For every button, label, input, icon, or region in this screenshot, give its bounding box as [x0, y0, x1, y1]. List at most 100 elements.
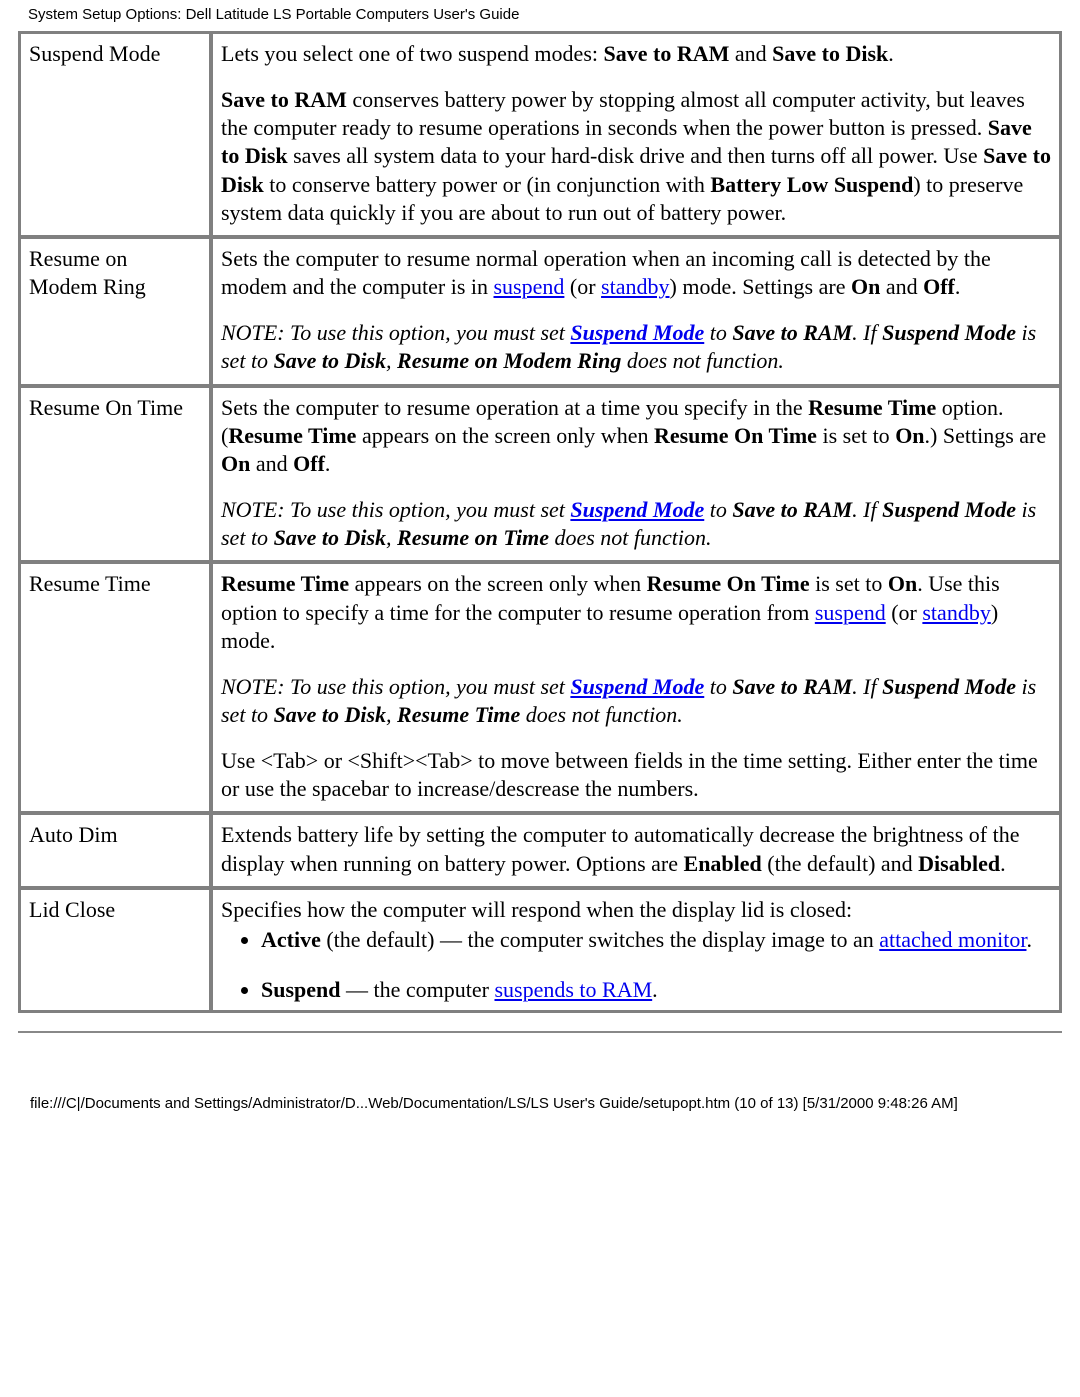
option-desc: Specifies how the computer will respond … — [212, 889, 1060, 1011]
desc-paragraph: Resume Time appears on the screen only w… — [221, 570, 1051, 654]
text-bold: Save to Disk — [772, 41, 888, 66]
text-italic: does not function. — [520, 702, 683, 727]
text-bolditalic: Resume on Time — [397, 525, 549, 550]
suspend-link[interactable]: suspend — [494, 274, 565, 299]
table-row: Resume On Time Sets the computer to resu… — [20, 387, 1060, 562]
text: (or — [886, 600, 923, 625]
text: (or — [564, 274, 601, 299]
text: is set to — [817, 423, 895, 448]
desc-paragraph: Specifies how the computer will respond … — [221, 896, 1051, 924]
text: . — [325, 451, 331, 476]
text-bold: Battery Low Suspend — [710, 172, 913, 197]
desc-paragraph: Sets the computer to resume operation at… — [221, 394, 1051, 478]
attached-monitor-link[interactable]: attached monitor — [879, 927, 1026, 952]
note-paragraph: NOTE: To use this option, you must set S… — [221, 319, 1051, 375]
option-desc: Lets you select one of two suspend modes… — [212, 33, 1060, 236]
option-label: Resume Time — [20, 563, 210, 812]
desc-paragraph: Extends battery life by setting the comp… — [221, 821, 1051, 877]
text: appears on the screen only when — [349, 571, 647, 596]
page-header: System Setup Options: Dell Latitude LS P… — [18, 0, 1062, 31]
list-item: Active (the default) — the computer swit… — [261, 926, 1051, 954]
text-italic: , — [386, 348, 397, 373]
standby-link[interactable]: standby — [922, 600, 990, 625]
note-paragraph: NOTE: To use this option, you must set S… — [221, 496, 1051, 552]
text: and — [880, 274, 923, 299]
text-italic: NOTE: To use this option, you must set — [221, 320, 570, 345]
text-italic: to — [704, 320, 732, 345]
text-italic: NOTE: To use this option, you must set — [221, 674, 570, 699]
text: — the computer — [341, 977, 495, 1002]
text-bolditalic: Resume on Modem Ring — [397, 348, 621, 373]
text: and — [729, 41, 772, 66]
text-bold: On — [221, 451, 250, 476]
text-bold: Resume Time — [808, 395, 936, 420]
list-item: Suspend — the computer suspends to RAM. — [261, 976, 1051, 1004]
text-bold: Off — [923, 274, 955, 299]
text-bold: Active — [261, 927, 321, 952]
option-label: Auto Dim — [20, 814, 210, 886]
option-label: Suspend Mode — [20, 33, 210, 236]
text-italic: does not function. — [549, 525, 712, 550]
text-bold: On — [851, 274, 880, 299]
text: saves all system data to your hard-disk … — [288, 143, 984, 168]
text-bolditalic: Save to RAM — [732, 674, 852, 699]
text-bolditalic: Save to RAM — [732, 320, 852, 345]
text: to conserve battery power or (in conjunc… — [264, 172, 711, 197]
desc-paragraph: Use <Tab> or <Shift><Tab> to move betwee… — [221, 747, 1051, 803]
text-bolditalic: Save to Disk — [274, 525, 386, 550]
text-bold: Save to RAM — [221, 87, 347, 112]
suspend-mode-link[interactable]: Suspend Mode — [570, 497, 704, 522]
suspend-mode-link[interactable]: Suspend Mode — [570, 674, 704, 699]
option-label: Resume on Modem Ring — [20, 238, 210, 385]
text: ) mode. Settings are — [670, 274, 851, 299]
text-italic: to — [704, 497, 732, 522]
text-italic: . If — [852, 320, 882, 345]
option-label: Resume On Time — [20, 387, 210, 562]
text-bold: Resume Time — [228, 423, 356, 448]
text-bolditalic: Resume Time — [397, 702, 520, 727]
option-desc: Extends battery life by setting the comp… — [212, 814, 1060, 886]
note-paragraph: NOTE: To use this option, you must set S… — [221, 673, 1051, 729]
text-bolditalic: Save to Disk — [274, 702, 386, 727]
text: . — [955, 274, 961, 299]
text-bold: Resume On Time — [647, 571, 810, 596]
text: . — [888, 41, 894, 66]
standby-link[interactable]: standby — [601, 274, 669, 299]
text-bolditalic: Save to Disk — [274, 348, 386, 373]
option-desc: Sets the computer to resume operation at… — [212, 387, 1060, 562]
text-bold: On — [895, 423, 924, 448]
text: Specifies how the computer will respond … — [221, 897, 852, 922]
text: Sets the computer to resume operation at… — [221, 395, 808, 420]
text-italic: , — [386, 702, 397, 727]
text: appears on the screen only when — [356, 423, 654, 448]
text: and — [250, 451, 293, 476]
text: . — [652, 977, 658, 1002]
option-list: Active (the default) — the computer swit… — [221, 926, 1051, 1004]
option-desc: Sets the computer to resume normal opera… — [212, 238, 1060, 385]
text-bolditalic: Suspend Mode — [882, 497, 1016, 522]
suspends-to-ram-link[interactable]: suspends to RAM — [494, 977, 652, 1002]
text-italic: NOTE: To use this option, you must set — [221, 497, 570, 522]
table-row: Resume on Modem Ring Sets the computer t… — [20, 238, 1060, 385]
text-bolditalic: Suspend Mode — [882, 674, 1016, 699]
page-footer: file:///C|/Documents and Settings/Admini… — [0, 1033, 1080, 1124]
text-bold: Off — [293, 451, 325, 476]
text-italic: . If — [852, 497, 882, 522]
desc-paragraph: Save to RAM conserves battery power by s… — [221, 86, 1051, 227]
text-italic: , — [386, 525, 397, 550]
text-bold: Enabled — [684, 851, 762, 876]
suspend-mode-link[interactable]: Suspend Mode — [570, 320, 704, 345]
text-italic: to — [704, 674, 732, 699]
table-row: Lid Close Specifies how the computer wil… — [20, 889, 1060, 1011]
text-bold: Suspend — [261, 977, 341, 1002]
text-bold: Resume On Time — [654, 423, 817, 448]
options-table: Suspend Mode Lets you select one of two … — [18, 31, 1062, 1013]
desc-paragraph: Sets the computer to resume normal opera… — [221, 245, 1051, 301]
text: (the default) and — [762, 851, 918, 876]
text-italic: does not function. — [621, 348, 784, 373]
suspend-link[interactable]: suspend — [815, 600, 886, 625]
option-label: Lid Close — [20, 889, 210, 1011]
text-bold: Disabled — [918, 851, 1000, 876]
text: . — [1000, 851, 1006, 876]
table-row: Resume Time Resume Time appears on the s… — [20, 563, 1060, 812]
